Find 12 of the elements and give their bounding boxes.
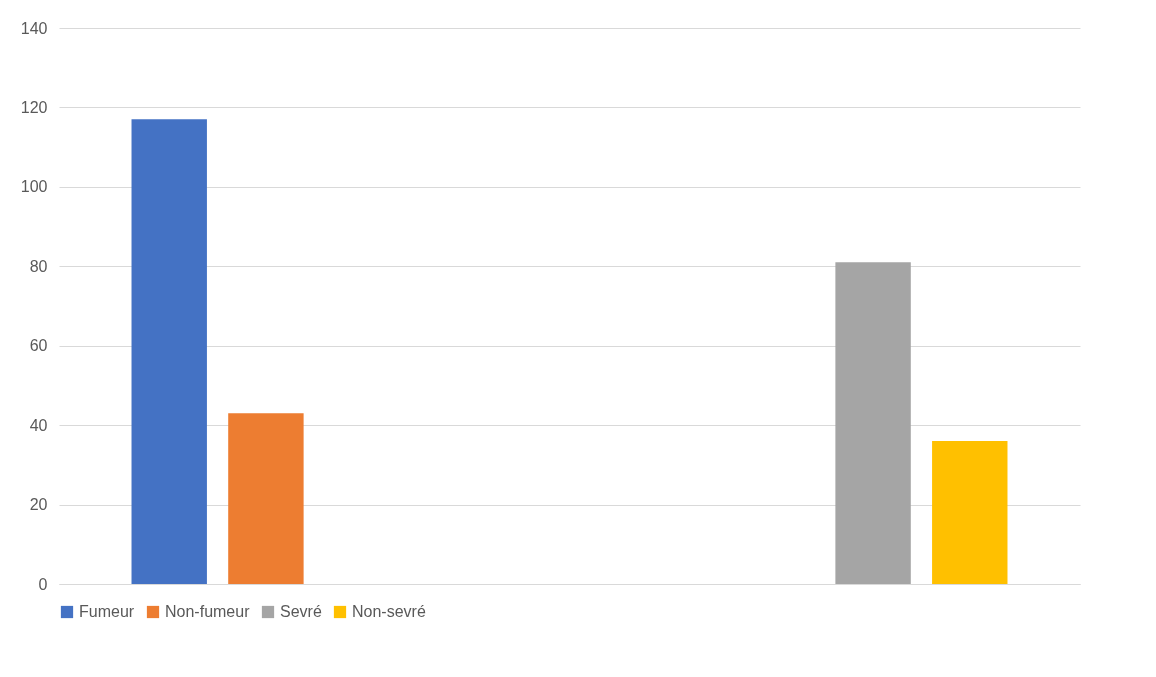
y-tick-label: 40	[29, 416, 48, 434]
y-tick-label: 120	[20, 98, 48, 116]
y-tick-label: 0	[38, 575, 48, 593]
y-tick-label: 60	[29, 337, 48, 355]
legend-label: Sevré	[280, 603, 322, 620]
y-tick-label: 100	[20, 178, 48, 196]
y-tick-label: 80	[29, 257, 48, 275]
y-tick-label: 20	[29, 496, 48, 514]
legend-label: Fumeur	[79, 603, 135, 620]
legend-label: Non-fumeur	[165, 603, 251, 620]
y-tick-label: 140	[20, 19, 48, 37]
legend-label: Non-sevré	[352, 603, 426, 620]
